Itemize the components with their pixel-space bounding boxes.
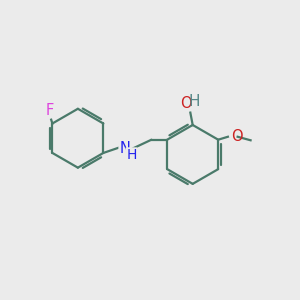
- Text: H: H: [189, 94, 200, 109]
- Text: O: O: [231, 129, 243, 144]
- Text: F: F: [46, 103, 54, 118]
- Text: O: O: [180, 96, 192, 111]
- Text: H: H: [126, 148, 136, 162]
- Text: N: N: [119, 141, 130, 156]
